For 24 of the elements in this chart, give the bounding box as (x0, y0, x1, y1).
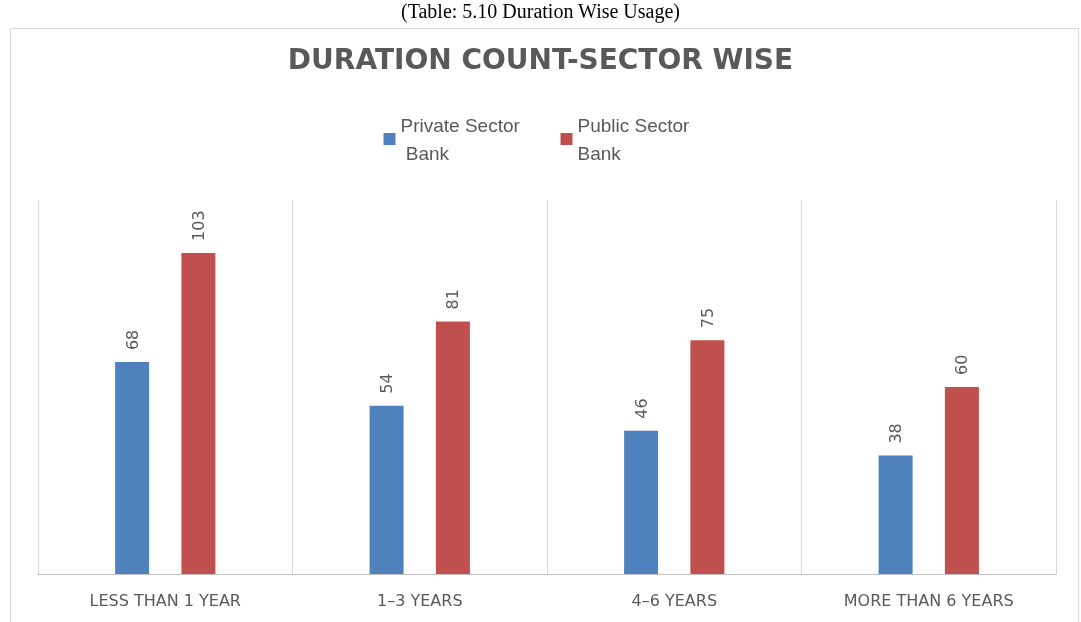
data-label: 54 (377, 373, 397, 394)
data-label: 38 (886, 423, 906, 444)
data-label: 103 (188, 210, 208, 241)
data-label: 75 (697, 307, 717, 329)
bar (181, 252, 216, 574)
legend-label: Private Sector Bank (400, 114, 521, 164)
bar (878, 455, 913, 574)
bar (944, 387, 979, 574)
x-tick-label: MORE THAN 6 YEARS (843, 590, 1014, 610)
bar (624, 430, 659, 574)
bar (435, 321, 470, 574)
legend-label: Public Sector Bank (577, 114, 695, 164)
data-label: 81 (443, 289, 463, 310)
chart-title: DURATION COUNT-SECTOR WISE (287, 42, 794, 76)
data-label: 68 (122, 329, 142, 351)
bar (690, 340, 725, 574)
bar (115, 362, 150, 574)
x-tick-label: 4–6 YEARS (631, 590, 718, 610)
text: (Table: 5.10 Duration Wise Usage) (400, 0, 681, 23)
bar (369, 405, 404, 574)
data-label: 60 (952, 354, 972, 375)
data-label: 46 (631, 398, 651, 419)
x-tick-label: 1–3 YEARS (376, 590, 463, 610)
x-tick-label: LESS THAN 1 YEAR (89, 590, 241, 610)
